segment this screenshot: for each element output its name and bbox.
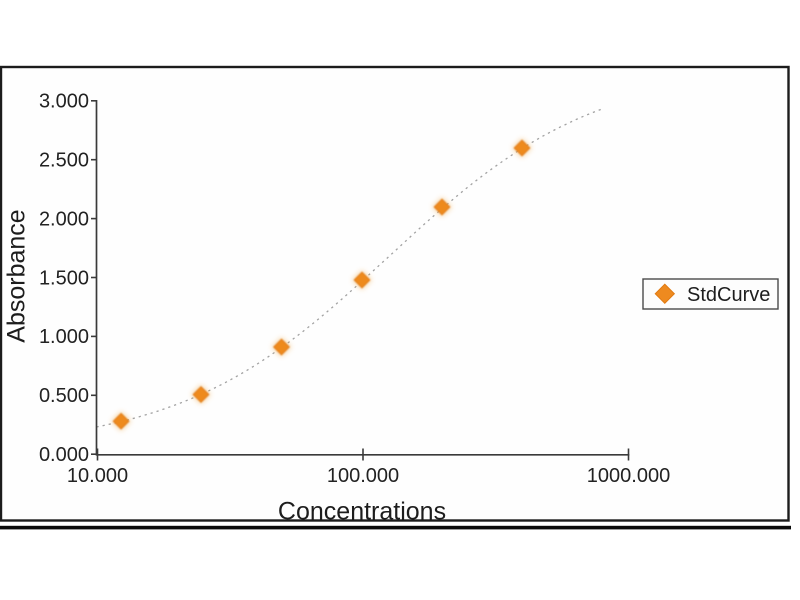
svg-text:1.000: 1.000 xyxy=(39,326,89,348)
svg-text:StdCurve: StdCurve xyxy=(687,284,770,306)
svg-text:10.000: 10.000 xyxy=(67,465,128,487)
svg-text:0.500: 0.500 xyxy=(39,385,89,407)
svg-text:3.000: 3.000 xyxy=(39,91,89,113)
svg-text:2.500: 2.500 xyxy=(39,150,89,172)
svg-text:Concentrations: Concentrations xyxy=(278,498,446,526)
svg-text:Absorbance: Absorbance xyxy=(3,209,31,342)
svg-text:1000.000: 1000.000 xyxy=(587,465,670,487)
svg-text:100.000: 100.000 xyxy=(327,465,399,487)
svg-text:2.000: 2.000 xyxy=(39,208,89,230)
svg-text:0.000: 0.000 xyxy=(39,444,89,466)
svg-text:1.500: 1.500 xyxy=(39,267,89,289)
